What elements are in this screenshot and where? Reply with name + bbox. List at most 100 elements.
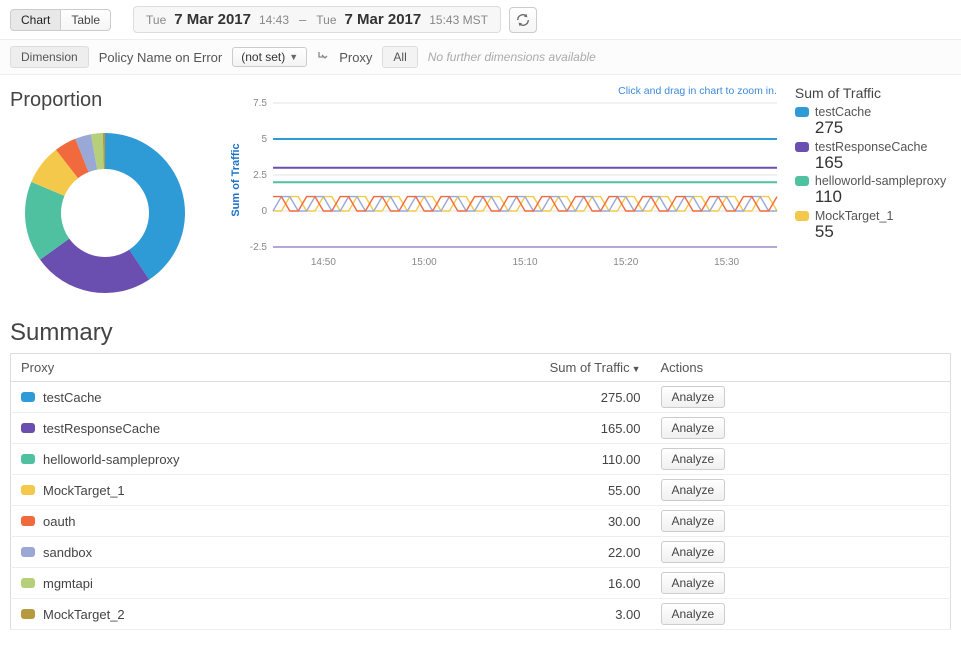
analyze-button[interactable]: Analyze <box>661 479 726 501</box>
row-proxy-name: MockTarget_2 <box>43 607 125 622</box>
svg-text:15:10: 15:10 <box>512 257 537 268</box>
view-toggle-group: Chart Table <box>10 9 111 31</box>
legend-item[interactable]: helloworld-sampleproxy110 <box>795 174 951 207</box>
svg-text:-2.5: -2.5 <box>250 242 268 253</box>
row-sum-value: 22.00 <box>406 537 651 568</box>
proportion-panel: Proportion <box>10 85 215 301</box>
view-toolbar: Chart Table Tue 7 Mar 2017 14:43 – Tue 7… <box>0 0 961 40</box>
date-range-dash: – <box>295 12 310 27</box>
table-row: MockTarget_2 3.00 Analyze <box>11 599 951 630</box>
legend-item[interactable]: testResponseCache165 <box>795 140 951 173</box>
row-proxy-name: helloworld-sampleproxy <box>43 452 180 467</box>
row-sum-value: 275.00 <box>406 382 651 413</box>
legend-item-value: 165 <box>795 154 951 173</box>
legend-item-value: 275 <box>795 119 951 138</box>
summary-title: Summary <box>10 319 951 347</box>
col-sum-header-text: Sum of Traffic <box>550 360 630 375</box>
breadcrumb-arrow-icon <box>317 50 329 65</box>
proportion-title: Proportion <box>10 89 215 112</box>
summary-section: Summary Proxy Sum of Traffic▼ Actions te… <box>0 311 961 650</box>
svg-text:Sum of Traffic: Sum of Traffic <box>230 143 242 216</box>
svg-text:2.5: 2.5 <box>253 170 267 181</box>
row-proxy-name: MockTarget_1 <box>43 483 125 498</box>
legend-item-name: testCache <box>815 105 871 119</box>
row-swatch <box>21 578 35 588</box>
legend-swatch <box>795 211 809 221</box>
line-chart[interactable]: -2.502.557.514:5015:0015:1015:2015:30Sum… <box>225 85 785 275</box>
date-from-day: Tue <box>146 13 166 27</box>
tab-table[interactable]: Table <box>61 9 111 31</box>
policy-name-label: Policy Name on Error <box>99 50 223 65</box>
legend-item-value: 110 <box>795 188 951 207</box>
dimension-chip: Dimension <box>10 46 89 68</box>
legend-title: Sum of Traffic <box>795 85 951 101</box>
charts-area: Proportion Click and drag in chart to zo… <box>0 75 961 311</box>
proxy-breadcrumb[interactable]: Proxy <box>339 50 372 65</box>
analyze-button[interactable]: Analyze <box>661 510 726 532</box>
legend-swatch <box>795 107 809 117</box>
sort-desc-icon: ▼ <box>630 364 641 374</box>
date-to-day: Tue <box>316 13 336 27</box>
line-series[interactable] <box>273 197 777 211</box>
row-proxy-name: mgmtapi <box>43 576 93 591</box>
row-swatch <box>21 454 35 464</box>
col-proxy-header[interactable]: Proxy <box>11 354 406 382</box>
date-to-time: 15:43 MST <box>429 13 488 27</box>
svg-text:15:30: 15:30 <box>714 257 739 268</box>
line-series[interactable] <box>273 197 777 211</box>
line-series[interactable] <box>273 197 777 211</box>
date-from-time: 14:43 <box>259 13 289 27</box>
analyze-button[interactable]: Analyze <box>661 448 726 470</box>
dimension-filter-bar: Dimension Policy Name on Error (not set)… <box>0 40 961 75</box>
table-row: MockTarget_155.00Analyze <box>11 475 951 506</box>
svg-text:0: 0 <box>261 206 267 217</box>
refresh-icon <box>516 13 530 27</box>
analyze-button[interactable]: Analyze <box>661 572 726 594</box>
table-row: testCache 275.00 Analyze <box>11 382 951 413</box>
legend-swatch <box>795 142 809 152</box>
legend-list: testCache275testResponseCache165hellowor… <box>795 105 951 242</box>
row-proxy-name: oauth <box>43 514 76 529</box>
row-swatch <box>21 423 35 433</box>
policy-value-text: (not set) <box>241 50 285 64</box>
row-sum-value: 30.00 <box>406 506 651 537</box>
legend-swatch <box>795 176 809 186</box>
row-proxy-name: testResponseCache <box>43 421 160 436</box>
svg-text:7.5: 7.5 <box>253 98 267 109</box>
svg-text:15:20: 15:20 <box>613 257 638 268</box>
legend-item[interactable]: testCache275 <box>795 105 951 138</box>
row-sum-value: 165.00 <box>406 413 651 444</box>
row-proxy-name: sandbox <box>43 545 92 560</box>
table-row: testResponseCache 165.00 Analyze <box>11 413 951 444</box>
chevron-down-icon: ▼ <box>289 52 298 62</box>
legend-item-name: helloworld-sampleproxy <box>815 174 946 188</box>
row-sum-value: 16.00 <box>406 568 651 599</box>
row-swatch <box>21 392 35 402</box>
all-chip[interactable]: All <box>382 46 417 68</box>
legend-item-value: 55 <box>795 223 951 242</box>
policy-value-select[interactable]: (not set) ▼ <box>232 47 307 67</box>
donut-chart[interactable] <box>10 118 210 298</box>
table-row: sandbox 22.00 Analyze <box>11 537 951 568</box>
analyze-button[interactable]: Analyze <box>661 603 726 625</box>
date-to-main: 7 Mar 2017 <box>343 11 424 28</box>
col-sum-header[interactable]: Sum of Traffic▼ <box>406 354 651 382</box>
row-sum-value: 3.00 <box>406 599 651 630</box>
row-swatch <box>21 547 35 557</box>
summary-table: Proxy Sum of Traffic▼ Actions testCache2… <box>10 353 951 630</box>
date-range-picker[interactable]: Tue 7 Mar 2017 14:43 – Tue 7 Mar 2017 15… <box>133 6 501 33</box>
no-more-dimensions-text: No further dimensions available <box>428 50 596 64</box>
analyze-button[interactable]: Analyze <box>661 386 726 408</box>
refresh-button[interactable] <box>509 7 537 33</box>
date-from-main: 7 Mar 2017 <box>172 11 253 28</box>
analyze-button[interactable]: Analyze <box>661 541 726 563</box>
legend-panel: Sum of Traffic testCache275testResponseC… <box>795 85 951 301</box>
table-row: oauth 30.00 Analyze <box>11 506 951 537</box>
zoom-hint-text: Click and drag in chart to zoom in. <box>618 85 777 97</box>
svg-text:15:00: 15:00 <box>412 257 437 268</box>
row-swatch <box>21 485 35 495</box>
legend-item[interactable]: MockTarget_155 <box>795 209 951 242</box>
row-proxy-name: testCache <box>43 390 102 405</box>
analyze-button[interactable]: Analyze <box>661 417 726 439</box>
tab-chart[interactable]: Chart <box>10 9 61 31</box>
